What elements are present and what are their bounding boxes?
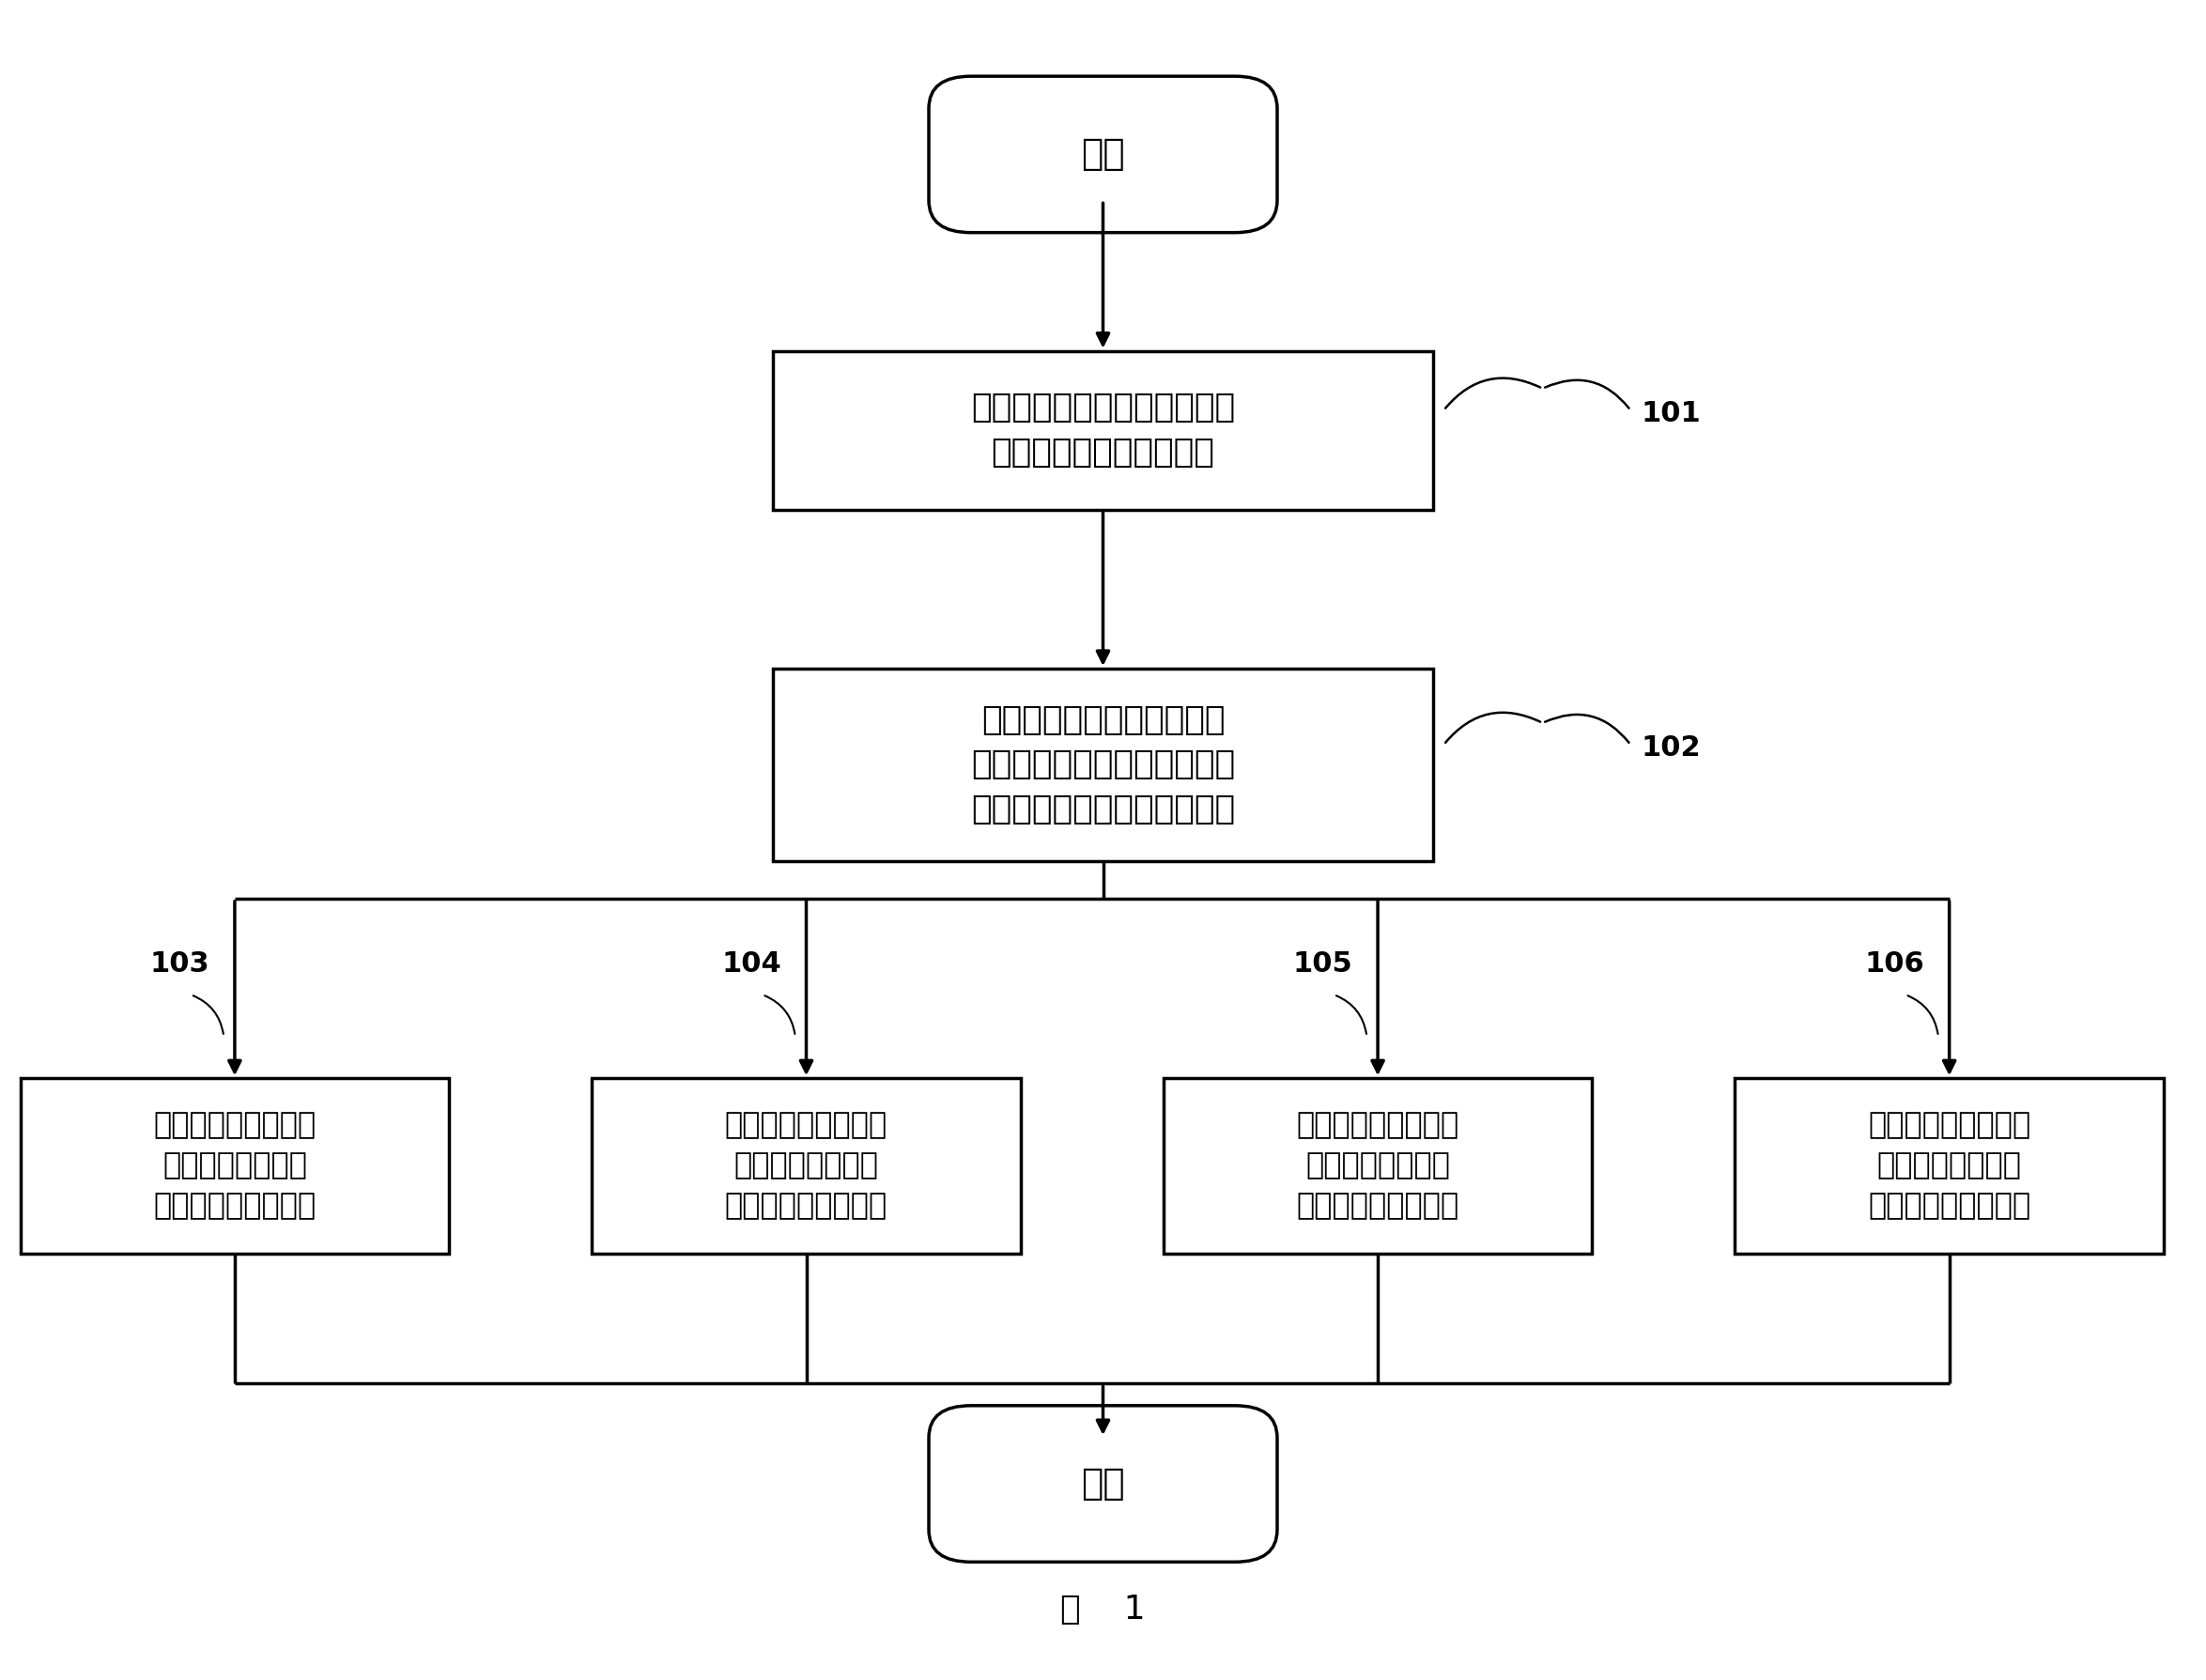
- Text: 进入盲人功能模式，
启动其群组设定，
透过显示屏显示出来: 进入盲人功能模式， 启动其群组设定， 透过显示屏显示出来: [1297, 1110, 1458, 1221]
- Text: 102: 102: [1641, 734, 1701, 761]
- Text: 进入老人功能模式，
启动其群组设定，
透过显示屏显示出来: 进入老人功能模式， 启动其群组设定， 透过显示屏显示出来: [154, 1110, 315, 1221]
- Text: 105: 105: [1293, 951, 1352, 978]
- Bar: [20, 1079, 450, 1253]
- Bar: [1163, 1079, 1593, 1253]
- Text: 接收一选择或切换其中的一
功能模式选项讯号后，即进入
所选择或切换对应的功能模式: 接收一选择或切换其中的一 功能模式选项讯号后，即进入 所选择或切换对应的功能模式: [971, 704, 1235, 825]
- Text: 进入该选择界面，显示出不同
群组使用的功能模式选项: 进入该选择界面，显示出不同 群组使用的功能模式选项: [971, 391, 1235, 469]
- Text: 进入儿童功能模式，
启动其群组设定，
透过显示屏显示出来: 进入儿童功能模式， 启动其群组设定， 透过显示屏显示出来: [726, 1110, 887, 1221]
- FancyBboxPatch shape: [929, 1406, 1277, 1562]
- Bar: [1734, 1079, 2164, 1253]
- Text: 结束: 结束: [1081, 1467, 1125, 1502]
- Text: 101: 101: [1641, 400, 1701, 427]
- Text: 进入正常功能模式，
启动其群组设定，
透过显示屏显示出来: 进入正常功能模式， 启动其群组设定， 透过显示屏显示出来: [1868, 1110, 2032, 1221]
- Bar: [774, 669, 1432, 860]
- Bar: [591, 1079, 1021, 1253]
- Bar: [774, 351, 1432, 509]
- Text: 图    1: 图 1: [1061, 1593, 1145, 1625]
- Text: 104: 104: [721, 951, 781, 978]
- Text: 开始: 开始: [1081, 136, 1125, 173]
- Text: 103: 103: [150, 951, 210, 978]
- FancyBboxPatch shape: [929, 76, 1277, 232]
- Text: 106: 106: [1864, 951, 1924, 978]
